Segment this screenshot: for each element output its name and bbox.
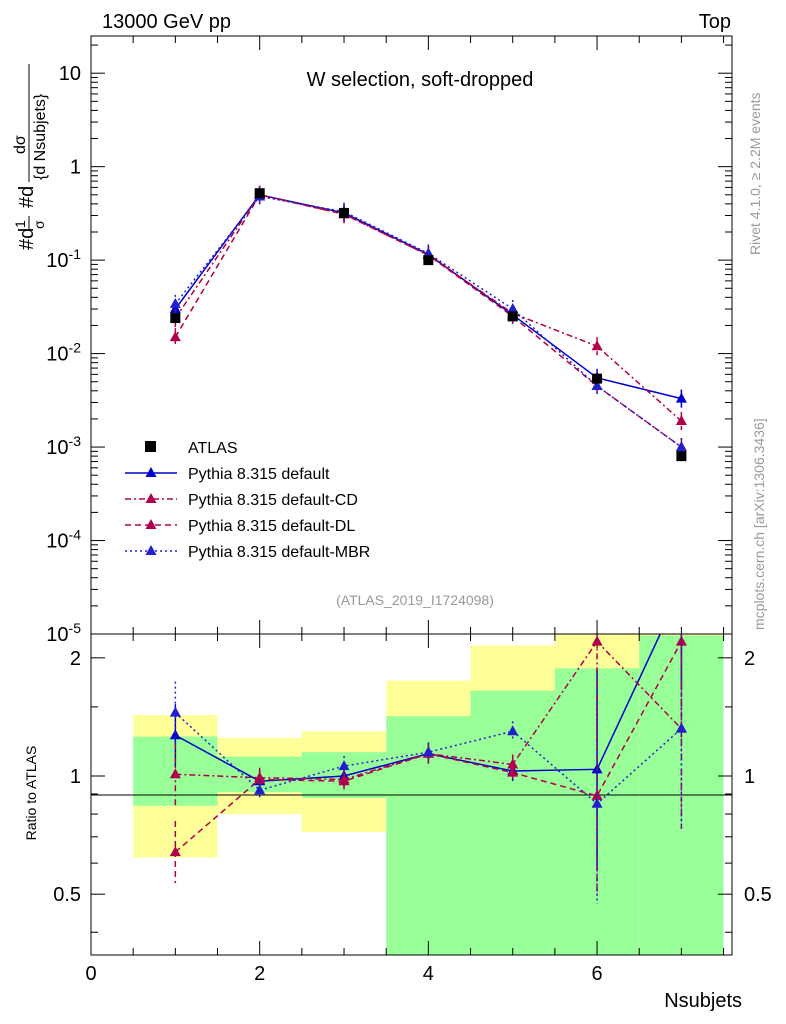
series-point-1 bbox=[591, 340, 603, 351]
ratio-point-2 bbox=[254, 773, 266, 784]
atlas-data-point bbox=[339, 207, 350, 218]
header-process-label: Top bbox=[699, 11, 731, 33]
atlas-data-point bbox=[676, 451, 687, 462]
legend: ATLAS Pythia 8.315 default Pythia 8.315 de… bbox=[125, 440, 370, 561]
y-tick-label: 10 bbox=[59, 63, 81, 85]
y-label-frac-num: 1 bbox=[12, 220, 28, 228]
series-point-3 bbox=[591, 380, 603, 391]
rivet-version-label: Rivet 4.1.0, ≥ 2.2M events bbox=[747, 92, 763, 255]
legend-label-atlas: ATLAS bbox=[188, 440, 238, 457]
series-point-3 bbox=[507, 303, 519, 314]
x-tick-label: 0 bbox=[85, 963, 96, 985]
ratio-point-2 bbox=[675, 635, 687, 646]
ratio-point-2 bbox=[507, 766, 519, 777]
atlas-data-point bbox=[254, 188, 265, 199]
y-label-frac-den: σ bbox=[31, 220, 47, 229]
legend-label-1: Pythia 8.315 default-CD bbox=[188, 492, 358, 509]
legend-label-3: Pythia 8.315 default-MBR bbox=[188, 544, 370, 561]
ratio-tick-label-left: 2 bbox=[70, 648, 81, 670]
y-tick-label: 10-1 bbox=[46, 246, 81, 272]
ratio-point-3 bbox=[675, 722, 687, 733]
legend-label-0: Pythia 8.315 default bbox=[188, 466, 330, 483]
ratio-point-0 bbox=[676, 583, 687, 593]
ratio-point-1 bbox=[169, 768, 181, 779]
series-point-3 bbox=[422, 247, 434, 258]
y-label-d2-den: {d Nsubjets} bbox=[32, 93, 49, 180]
y-tick-label: 10-2 bbox=[46, 340, 81, 366]
legend-marker-0 bbox=[145, 467, 157, 477]
y-label-d1: #d bbox=[16, 228, 38, 250]
atlas-data-point bbox=[423, 255, 434, 266]
series-point-1 bbox=[675, 415, 687, 426]
y-tick-label: 10-4 bbox=[46, 527, 81, 553]
series-point-0 bbox=[675, 392, 687, 403]
ratio-point-3 bbox=[169, 706, 181, 717]
ratio-point-3 bbox=[338, 760, 350, 771]
ratio-tick-label-right: 2 bbox=[744, 648, 755, 670]
series-line-0 bbox=[174, 193, 682, 400]
y-tick-label: 1 bbox=[70, 157, 81, 179]
ratio-point-3 bbox=[591, 797, 603, 808]
series-line-2 bbox=[174, 193, 682, 448]
legend-marker-1 bbox=[145, 493, 157, 503]
y-tick-label: 10-3 bbox=[46, 433, 81, 459]
ratio-tick-label-right: 1 bbox=[744, 766, 755, 788]
legend-marker-2 bbox=[145, 519, 157, 529]
y-label-d2-num: dσ bbox=[12, 135, 29, 154]
axis-ticks: 10-5 10-4 10-3 10-2 10-1 1 10 0 2 4 6 0.5 0.5 1 1 2 2 bbox=[46, 36, 772, 985]
series-line-3 bbox=[174, 195, 682, 448]
series-line-1 bbox=[174, 193, 682, 422]
ratio-series bbox=[169, 583, 687, 904]
ratio-tick-label-right: 0.5 bbox=[744, 884, 772, 906]
series-point-0 bbox=[169, 303, 181, 314]
ratio-point-3 bbox=[507, 725, 519, 736]
ratio-point-0 bbox=[169, 729, 181, 740]
x-tick-label: 6 bbox=[591, 963, 602, 985]
series-point-2 bbox=[169, 331, 181, 342]
x-axis-label: Nsubjets bbox=[664, 990, 742, 1012]
series-point-3 bbox=[675, 441, 687, 452]
mcplots-label: mcplots.cern.ch [arXiv:1306.3436] bbox=[751, 418, 767, 630]
ratio-point-1 bbox=[591, 635, 603, 646]
x-tick-label: 2 bbox=[254, 963, 265, 985]
legend-marker-atlas bbox=[145, 441, 156, 452]
plot-title: W selection, soft-dropped bbox=[307, 69, 534, 91]
series-point-3 bbox=[169, 297, 181, 308]
ratio-tick-label-left: 1 bbox=[70, 766, 81, 788]
ratio-point-3 bbox=[422, 746, 434, 757]
atlas-data-point bbox=[592, 373, 603, 384]
y-axis-label: #d 1 σ #d dσ {d Nsubjets} bbox=[12, 64, 49, 250]
ratio-point-3 bbox=[254, 784, 266, 795]
legend-label-2: Pythia 8.315 default-DL bbox=[188, 518, 355, 535]
header-energy-label: 13000 GeV pp bbox=[102, 11, 231, 33]
ratio-point-2 bbox=[169, 846, 181, 857]
legend-marker-3 bbox=[145, 545, 157, 555]
x-tick-label: 4 bbox=[423, 963, 434, 985]
y-tick-label: 10-5 bbox=[46, 620, 81, 646]
ratio-y-label: Ratio to ATLAS bbox=[23, 746, 39, 841]
y-label-d2: #d bbox=[16, 186, 38, 208]
atlas-data-point bbox=[170, 313, 181, 324]
analysis-id: (ATLAS_2019_I1724098) bbox=[336, 592, 494, 608]
main-series bbox=[169, 185, 687, 462]
atlas-data-point bbox=[507, 311, 518, 322]
ratio-tick-label-left: 0.5 bbox=[53, 884, 81, 906]
ratio-point-2 bbox=[338, 775, 350, 786]
